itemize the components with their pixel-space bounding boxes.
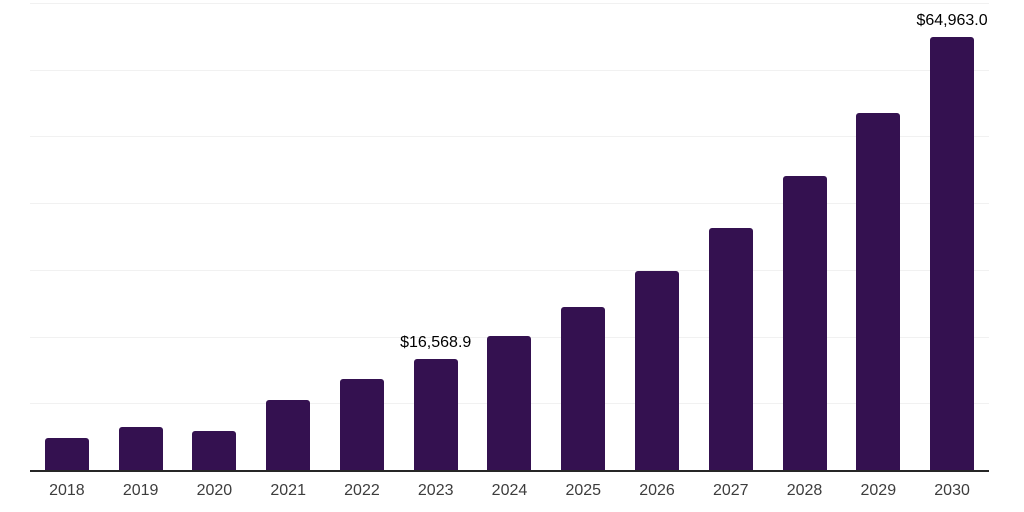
plot-area: $16,568.9 $64,963.0	[30, 3, 989, 472]
bar-2028	[782, 176, 827, 470]
x-tick-2018: 2018	[49, 482, 85, 499]
x-tick-2019: 2019	[122, 482, 159, 499]
gridline-60000	[30, 69, 989, 71]
bar-2029	[856, 113, 901, 470]
x-tick-2023: 2023	[417, 482, 454, 499]
x-tick-2028: 2028	[786, 482, 823, 499]
x-tick-2020: 2020	[196, 482, 233, 499]
gridline-50000	[30, 136, 989, 138]
x-tick-2025: 2025	[565, 482, 602, 499]
bar-slot-2018	[30, 3, 104, 470]
bar-2020	[192, 431, 237, 470]
bar-2030	[930, 37, 975, 470]
x-tick-2024: 2024	[491, 482, 528, 499]
bar-slot-2028	[768, 3, 842, 470]
x-tick-2027: 2027	[712, 482, 749, 499]
x-tick-2029: 2029	[860, 482, 897, 499]
bar-slot-2026	[620, 3, 694, 470]
bar-slot-2021	[251, 3, 325, 470]
x-tick-2026: 2026	[639, 482, 675, 499]
bar-2022	[339, 379, 384, 470]
bar-slot-2020	[178, 3, 252, 470]
bar-2027	[708, 228, 753, 470]
x-tick-2021: 2021	[270, 482, 306, 499]
bar-slot-2022	[325, 3, 399, 470]
bar-2024	[487, 336, 532, 470]
bars: $16,568.9 $64,963.0	[30, 3, 989, 470]
data-label-2023: $16,568.9	[400, 334, 472, 351]
bar-2025	[561, 307, 606, 470]
bar-2023	[413, 359, 458, 470]
bar-2026	[635, 271, 679, 470]
data-label-2030: $64,963.0	[916, 12, 988, 29]
gridline-70000	[30, 3, 989, 4]
x-axis-labels: 2018 2019 2020 2021 2022 2023 2024 2025 2026 2027…	[30, 481, 989, 500]
bar-slot-2023: $16,568.9	[399, 3, 473, 470]
bar-slot-2029	[841, 3, 915, 470]
bar-slot-2030: $64,963.0	[915, 3, 989, 470]
x-tick-2030: 2030	[934, 482, 970, 499]
bar-slot-2025	[546, 3, 620, 470]
bar-2018	[44, 438, 89, 470]
bar-slot-2024	[473, 3, 547, 470]
gridline-30000	[30, 269, 989, 271]
bar-2021	[266, 400, 311, 470]
gridline-40000	[30, 203, 989, 205]
bar-2019	[118, 427, 163, 470]
bar-slot-2027	[694, 3, 768, 470]
bar-slot-2019	[104, 3, 178, 470]
x-tick-2022: 2022	[344, 482, 380, 499]
